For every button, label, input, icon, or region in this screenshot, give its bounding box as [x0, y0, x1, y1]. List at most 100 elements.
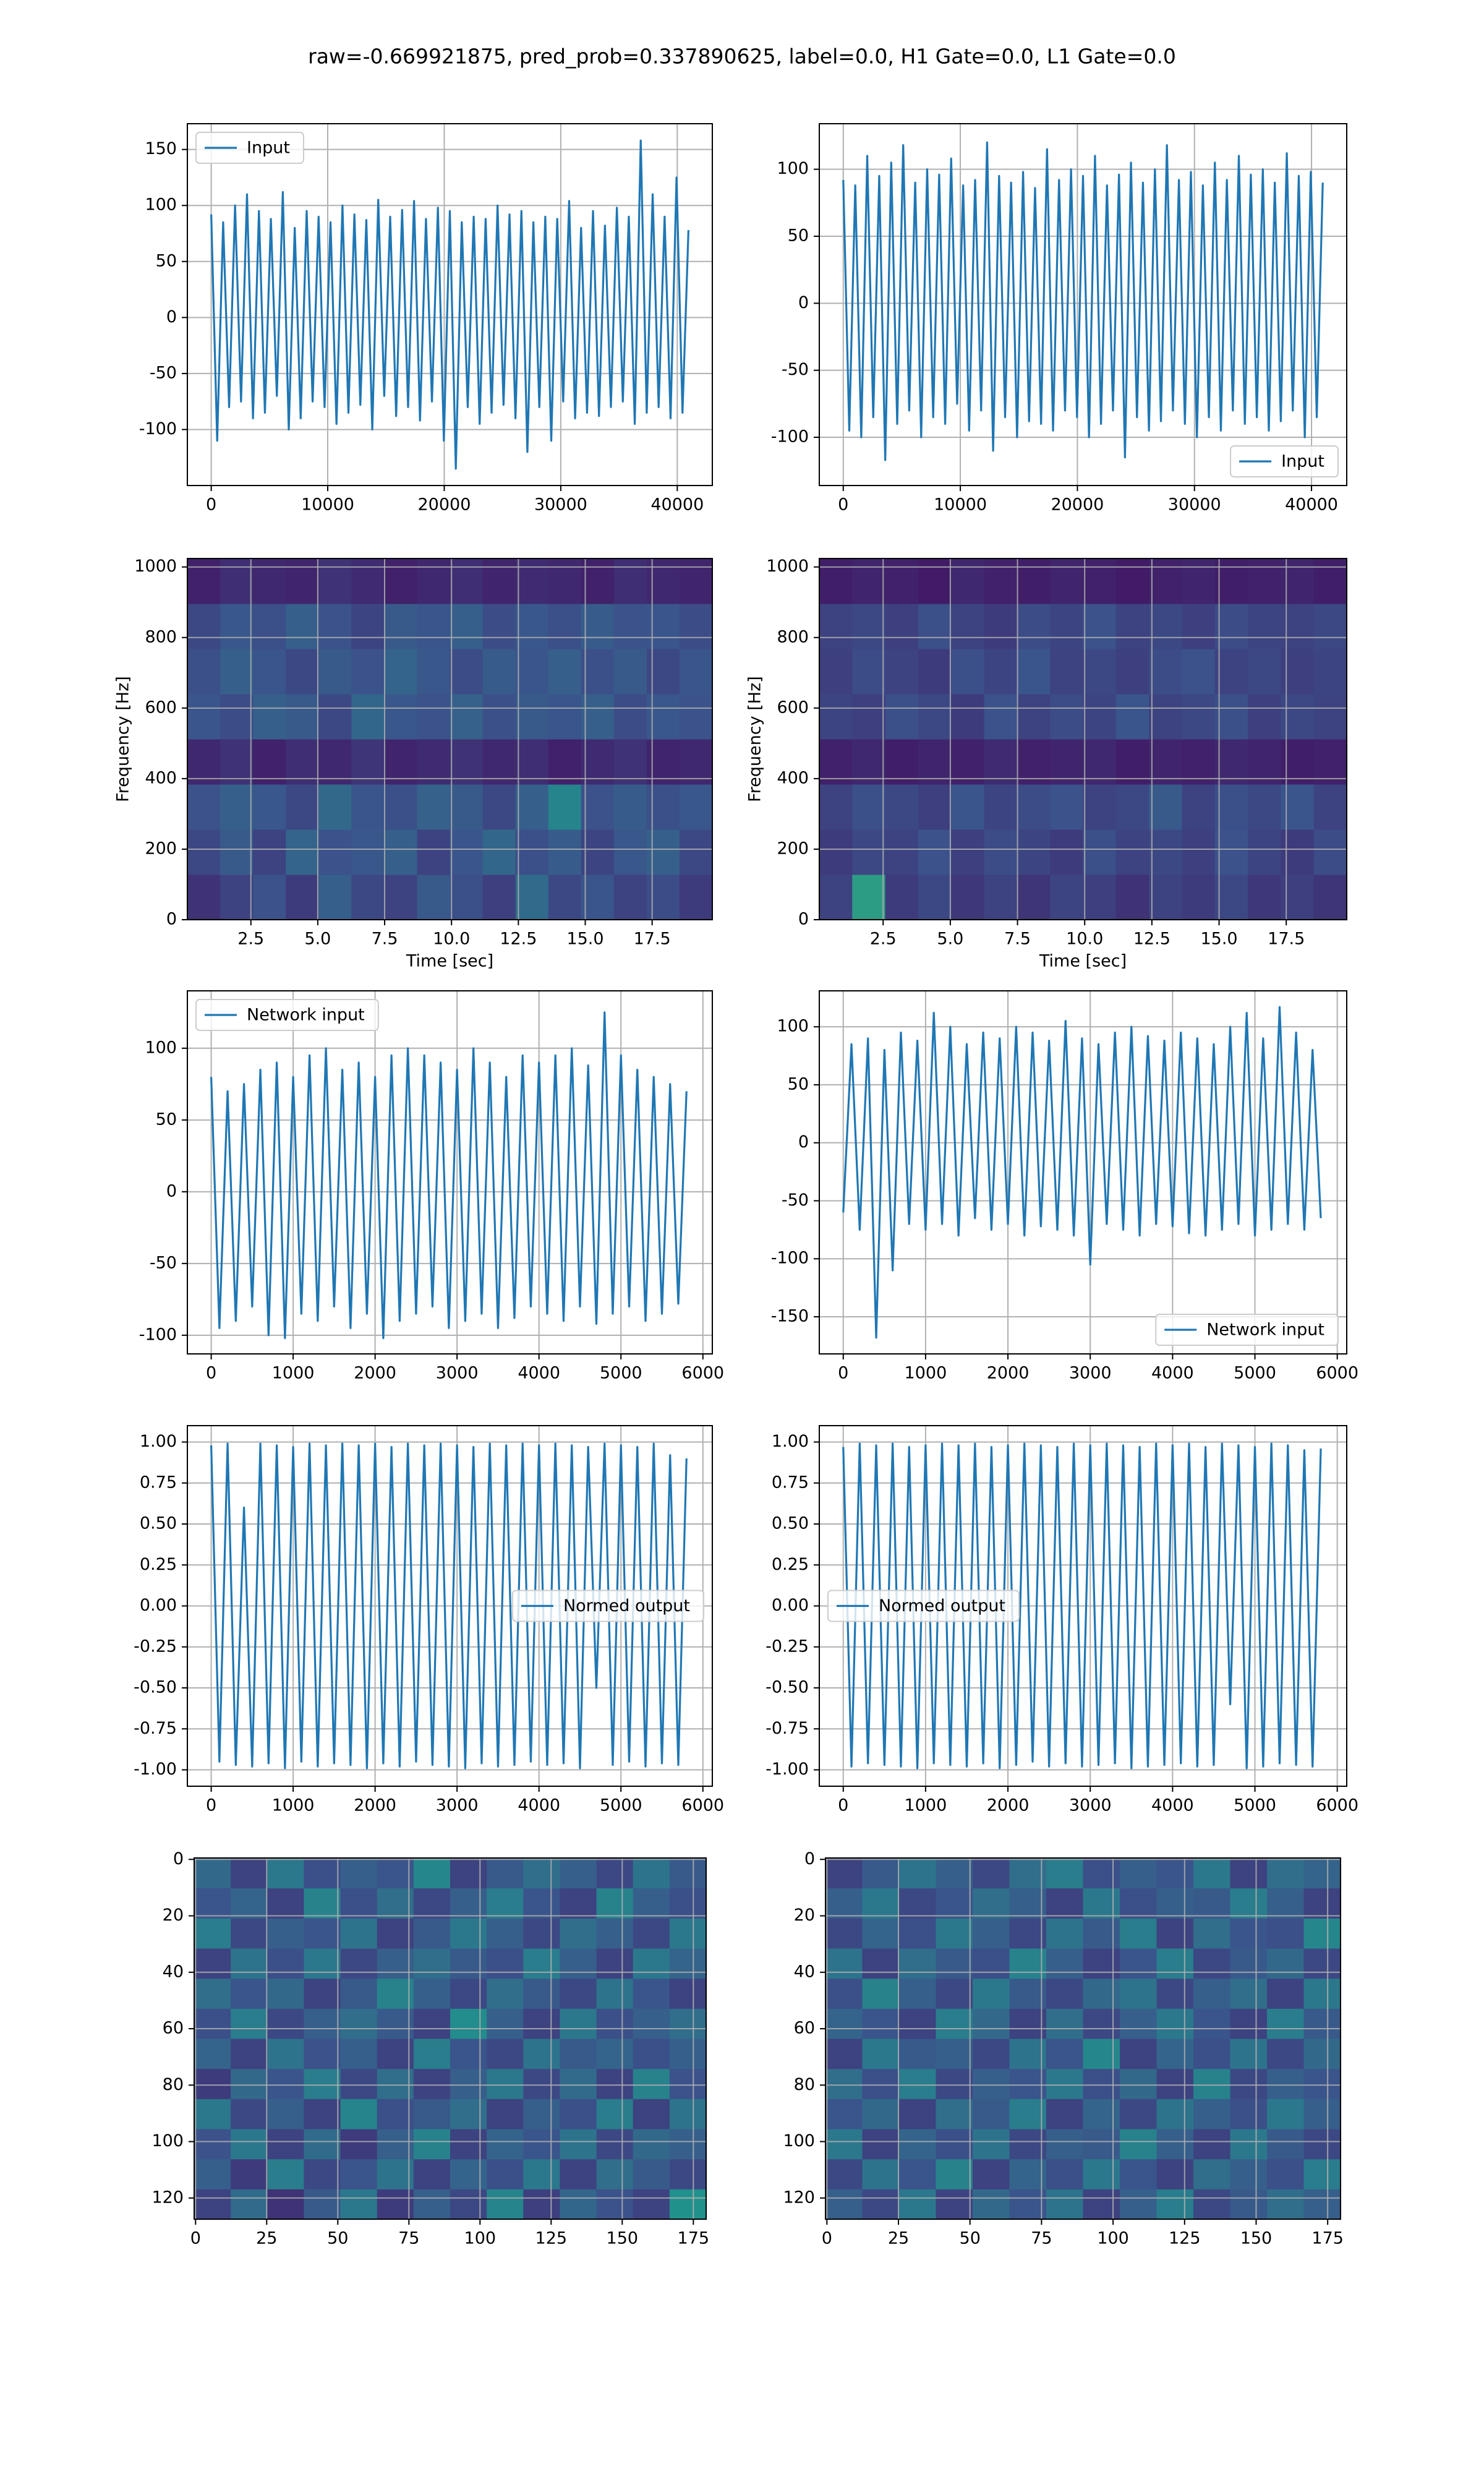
x-tick-label: 0: [206, 1796, 216, 1815]
heatmap-cell: [1214, 694, 1248, 740]
heatmap-cell: [267, 1948, 304, 1979]
heatmap-cell: [1248, 739, 1281, 785]
heatmap-cell: [286, 694, 319, 740]
heatmap-cell: [669, 1918, 706, 1949]
heatmap-cell: [194, 1948, 231, 1979]
heatmap-cell: [220, 694, 254, 740]
x-tick-label: 12.5: [1133, 930, 1171, 949]
subplot: 0 25 50 75 100 125 150 175 0 20 40 60 80 100 120: [151, 1849, 709, 2248]
y-tick-label: 0.25: [772, 1555, 809, 1574]
heatmap-cell: [1313, 559, 1347, 604]
heatmap-cell: [1009, 1918, 1047, 1949]
heatmap-cell: [231, 1858, 268, 1889]
heatmap-cell: [613, 739, 647, 785]
axes-frame: [187, 123, 713, 486]
y-tick-label: -1.00: [134, 1760, 177, 1779]
heatmap-cell: [1083, 1978, 1120, 2009]
heatmap-cell: [825, 2068, 863, 2099]
heatmap-cell: [1083, 2068, 1120, 2099]
heatmap-cell: [417, 875, 450, 920]
heatmap-cell: [450, 1978, 487, 2009]
y-tick-label: -0.50: [765, 1678, 809, 1697]
heatmap-cell: [1083, 604, 1117, 649]
heatmap-cell: [1046, 1888, 1083, 1919]
heatmap-cell: [220, 649, 254, 695]
heatmap-cell: [1303, 2068, 1341, 2099]
heatmap-cell: [951, 875, 985, 920]
heatmap-cell: [560, 2068, 597, 2099]
heatmap-cell: [560, 2129, 597, 2160]
axes-frame: [825, 1857, 1341, 2220]
heatmap-cell: [918, 875, 952, 920]
heatmap-cell: [862, 1888, 900, 1919]
x-tick-label: 75: [398, 2229, 419, 2248]
heatmap-cell: [1149, 829, 1182, 875]
y-tick-label: 100: [145, 1038, 177, 1057]
x-tick-label: 10000: [301, 495, 354, 515]
heatmap-cell: [633, 2159, 670, 2189]
heatmap-cell: [951, 559, 985, 604]
heatmap-cell: [340, 1858, 378, 1889]
heatmap-cell: [899, 2039, 936, 2070]
heatmap-cell: [417, 559, 450, 604]
legend-frame: [511, 1590, 704, 1622]
heatmap-cell: [318, 739, 352, 785]
heatmap-cell: [1230, 1948, 1268, 1979]
heatmap-cell: [450, 829, 484, 875]
heatmap-cell: [340, 1978, 378, 2009]
heatmap-cell: [286, 875, 319, 920]
heatmap-cell: [951, 694, 985, 740]
heatmap-cell: [548, 604, 582, 649]
legend-label: Network input: [247, 1006, 365, 1025]
heatmap-cell: [286, 784, 319, 830]
x-tick-label: 25: [256, 2229, 277, 2248]
heatmap-cell: [825, 1948, 863, 1979]
heatmap-cell: [351, 784, 385, 830]
heatmap-cell: [899, 1858, 936, 1889]
y-tick-label: -0.25: [134, 1637, 177, 1656]
heatmap-cell: [384, 694, 417, 740]
heatmap-cell: [318, 694, 352, 740]
heatmap-cell: [1046, 2159, 1083, 2189]
heatmap-cell: [1267, 2159, 1304, 2189]
heatmap-cell: [515, 829, 549, 875]
heatmap-cell: [304, 2099, 341, 2129]
heatmap-cell: [984, 604, 1018, 649]
heatmap-cell: [304, 1948, 341, 1979]
heatmap-cell: [1193, 2039, 1230, 2070]
heatmap-cell: [1009, 1978, 1047, 2009]
heatmap-cell: [596, 1888, 634, 1919]
heatmap-cell: [1083, 1948, 1120, 1979]
heatmap-cell: [220, 829, 254, 875]
y-tick-label: 200: [145, 839, 177, 858]
heatmap-cell: [1267, 1888, 1304, 1919]
heatmap-cell: [340, 2008, 378, 2039]
heatmap-cell: [1156, 1978, 1194, 2009]
heatmap-cell: [377, 1918, 414, 1949]
heatmap-cell: [1120, 1948, 1157, 1979]
heatmap-cell: [899, 2189, 936, 2219]
heatmap-cell: [523, 1948, 560, 1979]
heatmap-cell: [596, 2008, 634, 2039]
x-tick-label: 6000: [681, 1796, 724, 1815]
heatmap-cell: [852, 649, 886, 695]
x-tick-label: 20000: [418, 495, 471, 515]
heatmap-cell: [487, 2189, 524, 2219]
heatmap-cell: [194, 2129, 231, 2160]
heatmap-cell: [1120, 2189, 1157, 2219]
heatmap-cell: [450, 604, 484, 649]
heatmap-cell: [487, 2008, 524, 2039]
heatmap-cell: [819, 784, 853, 830]
heatmap-cell: [1230, 2039, 1268, 2070]
plot-area: [187, 124, 712, 486]
heatmap-cell: [885, 784, 919, 830]
heatmap-cell: [596, 1918, 634, 1949]
heatmap-cell: [413, 2159, 451, 2189]
figure-title: raw=-0.669921875, pred_prob=0.337890625,…: [308, 45, 1176, 69]
heatmap-cell: [304, 2159, 341, 2189]
heatmap-cell: [984, 784, 1018, 830]
heatmap-cell: [1046, 2099, 1083, 2129]
heatmap-cell: [253, 694, 286, 740]
x-tick-label: 15.0: [566, 930, 603, 949]
heatmap-cell: [351, 739, 385, 785]
